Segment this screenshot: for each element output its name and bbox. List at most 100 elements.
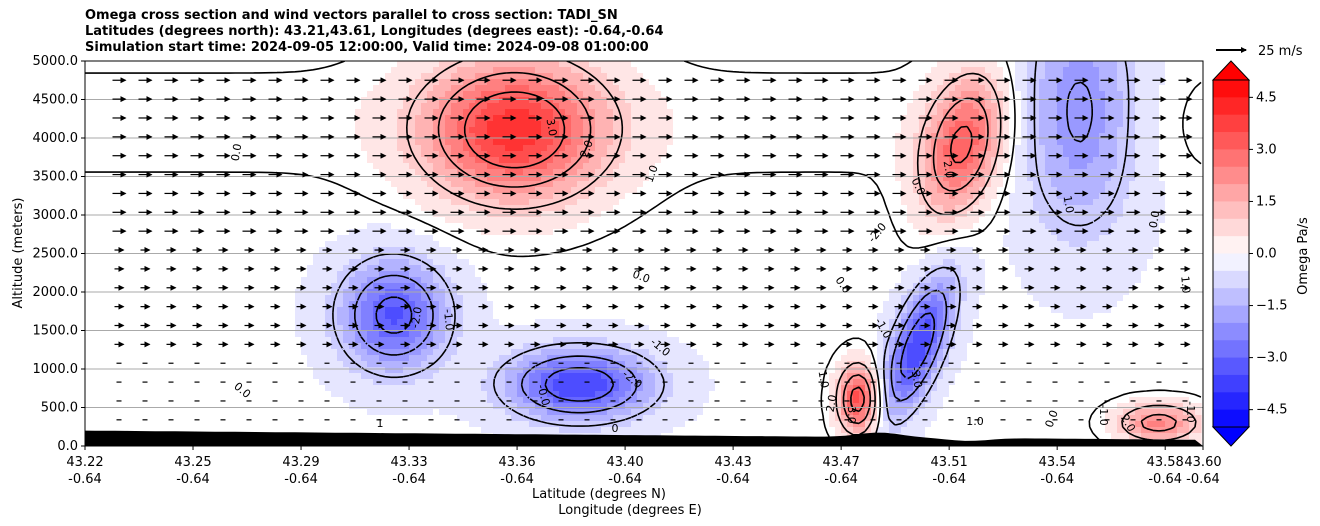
omega-cell [649, 127, 656, 134]
omega-cell [367, 193, 374, 200]
omega-cell [439, 79, 446, 86]
omega-cell [271, 121, 278, 128]
omega-cell [271, 67, 278, 74]
omega-cell [181, 181, 188, 188]
omega-cell [655, 73, 662, 80]
omega-cell [715, 139, 722, 146]
omega-cell [823, 97, 830, 104]
omega-cell [211, 85, 218, 92]
omega-cell [697, 217, 704, 224]
omega-cell [499, 151, 506, 158]
omega-cell [985, 91, 992, 98]
omega-cell [373, 163, 380, 170]
omega-cell [973, 157, 980, 164]
omega-cell [601, 139, 608, 146]
omega-cell [385, 85, 392, 92]
omega-cell [553, 169, 560, 176]
omega-cell [907, 73, 914, 80]
omega-cell [157, 217, 164, 224]
omega-cell [823, 151, 830, 158]
omega-cell [1039, 193, 1046, 200]
omega-cell [589, 103, 596, 110]
omega-cell [1009, 103, 1016, 110]
omega-cell [199, 61, 206, 68]
omega-cell [85, 145, 92, 152]
omega-cell [643, 97, 650, 104]
omega-cell [505, 211, 512, 218]
omega-cell [181, 79, 188, 86]
omega-cell [1039, 85, 1046, 92]
omega-cell [991, 151, 998, 158]
omega-cell [877, 127, 884, 134]
omega-cell [1165, 157, 1172, 164]
omega-cell [97, 217, 104, 224]
omega-cell [157, 121, 164, 128]
omega-cell [109, 85, 116, 92]
omega-cell [787, 163, 794, 170]
omega-cell [493, 133, 500, 140]
omega-cell [1057, 175, 1064, 182]
omega-cell [991, 61, 998, 68]
omega-cell [115, 103, 122, 110]
omega-cell [637, 217, 644, 224]
omega-cell [583, 163, 590, 170]
omega-cell [337, 115, 344, 122]
omega-cell [991, 85, 998, 92]
omega-cell [1051, 211, 1058, 218]
omega-cell [1033, 205, 1040, 212]
omega-cell [979, 109, 986, 116]
omega-cell [457, 85, 464, 92]
omega-cell [715, 145, 722, 152]
omega-cell [847, 139, 854, 146]
omega-cell [883, 121, 890, 128]
omega-cell [463, 187, 470, 194]
omega-cell [673, 205, 680, 212]
omega-cell [565, 175, 572, 182]
omega-cell [697, 181, 704, 188]
omega-cell [1051, 91, 1058, 98]
omega-cell [247, 175, 254, 182]
omega-cell [613, 205, 620, 212]
omega-cell [913, 91, 920, 98]
omega-cell [763, 109, 770, 116]
omega-cell [337, 67, 344, 74]
omega-cell [205, 181, 212, 188]
omega-cell [1135, 97, 1142, 104]
omega-cell [643, 103, 650, 110]
omega-cell [1021, 157, 1028, 164]
omega-cell [817, 217, 824, 224]
omega-cell [1165, 67, 1172, 74]
omega-cell [913, 193, 920, 200]
omega-cell [961, 127, 968, 134]
omega-cell [601, 67, 608, 74]
omega-cell [1177, 121, 1184, 128]
omega-cell [1045, 199, 1052, 206]
omega-cell [517, 115, 524, 122]
omega-cell [991, 181, 998, 188]
omega-cell [499, 85, 506, 92]
omega-cell [217, 91, 224, 98]
omega-cell [1057, 103, 1064, 110]
omega-cell [265, 121, 272, 128]
omega-cell [727, 163, 734, 170]
omega-cell [193, 97, 200, 104]
omega-cell [127, 163, 134, 170]
omega-cell [91, 121, 98, 128]
omega-cell [331, 85, 338, 92]
omega-cell [715, 211, 722, 218]
omega-cell [973, 205, 980, 212]
omega-cell [793, 175, 800, 182]
omega-cell [1027, 103, 1034, 110]
omega-cell [709, 67, 716, 74]
omega-cell [229, 181, 236, 188]
omega-cell [775, 61, 782, 68]
omega-cell [901, 181, 908, 188]
omega-cell [667, 97, 674, 104]
omega-cell [577, 145, 584, 152]
omega-cell [625, 85, 632, 92]
omega-cell [403, 205, 410, 212]
omega-cell [931, 175, 938, 182]
omega-cell [193, 163, 200, 170]
omega-cell [619, 169, 626, 176]
omega-cell [799, 205, 806, 212]
